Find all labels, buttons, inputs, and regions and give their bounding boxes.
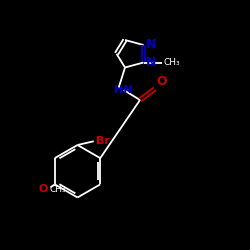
Text: O: O (39, 184, 48, 194)
Text: CH₃: CH₃ (49, 185, 66, 194)
Text: CH₃: CH₃ (163, 58, 180, 67)
Text: N: N (146, 56, 156, 69)
Text: O: O (156, 75, 167, 88)
Text: HN: HN (114, 85, 132, 95)
Text: Br: Br (96, 136, 110, 145)
Text: N: N (146, 38, 156, 52)
